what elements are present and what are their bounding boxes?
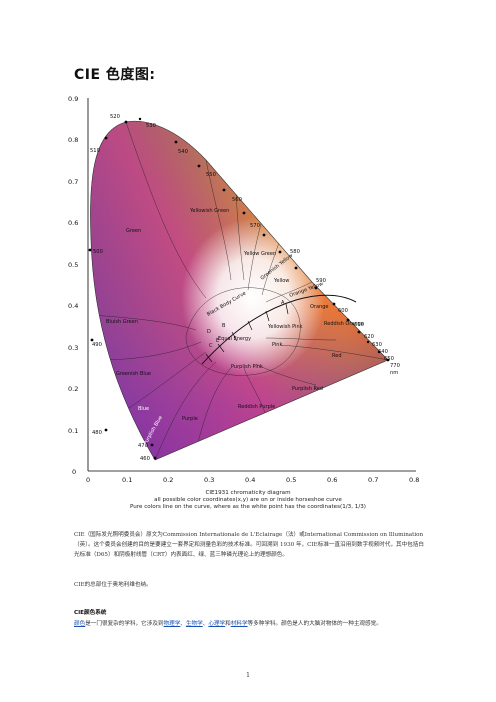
x-tick: 0.7 (368, 476, 378, 484)
paragraph-cie-intro: CIE（国际发光照明委员会）原文为Commission Internationa… (74, 530, 424, 560)
wl-label: 570 (250, 223, 260, 229)
wl-label: 540 (178, 149, 188, 155)
figure-caption-line-3: Pure colors line on the curve, where as … (130, 504, 366, 510)
x-tick: 0.1 (122, 476, 132, 484)
region-label: Purplish Pink (231, 364, 263, 370)
link-psychology[interactable]: 心理学 (208, 621, 226, 627)
region-label: Red (332, 353, 342, 359)
curve-point: A (281, 300, 285, 306)
y-tick: 0.2 (68, 385, 78, 393)
region-label: Yellow (273, 278, 289, 284)
x-tick: 0.2 (163, 476, 173, 484)
y-tick: 0.1 (68, 427, 78, 435)
spectral-locus-fill (90, 121, 388, 461)
y-tick: 0.5 (68, 261, 78, 269)
wl-label: 590 (316, 278, 326, 284)
x-tick: 0.6 (327, 476, 337, 484)
curve-point: E (216, 338, 219, 344)
x-tick: 0.8 (409, 476, 419, 484)
region-label: Purplish Red (292, 386, 323, 392)
y-tick: 0.8 (68, 136, 78, 144)
page-title: CIE 色度图: (74, 67, 156, 83)
region-label: Reddish Orange (324, 321, 364, 327)
wl-label: 560 (232, 197, 242, 203)
wl-label: 650 (384, 356, 394, 362)
wl-label: nm (390, 370, 398, 376)
region-label: Bluish Green (106, 319, 138, 325)
para-text: Commission Internationale de L'Eclairage… (162, 532, 305, 538)
x-tick: 0.4 (245, 476, 255, 484)
wl-label: 460 (140, 456, 150, 462)
y-tick: 0 (72, 468, 76, 476)
figure-caption-line-1: CIE1931 chromaticity diagram (205, 490, 291, 496)
curve-point: B (222, 323, 226, 329)
wavelength-dots (88, 117, 390, 460)
black-body-ticks (205, 303, 289, 363)
curve-point: D (207, 329, 211, 335)
wl-label: 510 (90, 148, 100, 154)
region-label: Yellowish Green (189, 208, 229, 214)
wl-label: 480 (92, 430, 102, 436)
wl-label: 520 (110, 114, 120, 120)
black-body-curve (201, 294, 357, 365)
paragraph-color-system: 颜色是一门很复杂的学科，它涉及到物理学、生物学、心理学和材料学等多种学科。颜色是… (74, 619, 424, 629)
region-label: Purple (182, 416, 198, 422)
region-label: Yellowish Pink (267, 324, 303, 330)
y-tick: 0.9 (68, 95, 78, 103)
curve-point-labels: A B C D E (207, 300, 285, 349)
x-tick: 0 (86, 476, 90, 484)
wavelength-labels: 520 530 510 540 550 560 570 580 590 600 … (90, 114, 400, 462)
wl-label: 630 (372, 342, 382, 348)
link-biology[interactable]: 生物学 (185, 621, 203, 627)
link-materials[interactable]: 材料学 (230, 621, 248, 627)
region-label: Equal Energy (218, 336, 251, 342)
wl-label: 490 (92, 342, 102, 348)
section-title: CIE颜色系统 (74, 610, 107, 616)
x-tick-labels: 0 0.1 0.2 0.3 0.4 0.5 0.6 0.7 0.8 (86, 476, 419, 484)
wl-label: 610 (354, 322, 364, 328)
wl-label: 640 (378, 349, 388, 355)
y-tick-labels: 0.9 0.8 0.7 0.6 0.5 0.4 0.3 0.2 0.1 0 (68, 95, 78, 476)
wl-label: 550 (206, 172, 216, 178)
link-color[interactable]: 颜色 (74, 621, 86, 627)
para-text: 是一门很复杂的学科，它涉及到 (85, 621, 164, 627)
wl-label: 620 (364, 334, 374, 340)
wl-label: 580 (290, 249, 300, 255)
link-physics[interactable]: 物理学 (163, 621, 181, 627)
para-text: CIE（国际发光照明委员会）原文为 (74, 532, 163, 538)
para-text: 等多种学科。颜色是人的大脑对物体的一种主观感觉。 (247, 621, 382, 627)
region-label: Yellow Green (243, 251, 276, 257)
para-text: 和 (225, 621, 231, 627)
spectral-locus-outline (90, 120, 389, 461)
region-label: Pink (272, 342, 282, 348)
wl-label: 500 (93, 249, 103, 255)
para-text: 、 (180, 621, 186, 627)
region-label: Blue (138, 406, 149, 412)
y-tick: 0.6 (68, 219, 78, 227)
page-number: 1 (246, 672, 250, 679)
wl-label: 470 (138, 443, 148, 449)
figure-caption-line-2: all possible color coordinates(x,y) are … (154, 497, 342, 503)
y-tick: 0.4 (68, 302, 78, 310)
y-tick: 0.7 (68, 178, 78, 186)
paragraph-cie-headquarters: CIE的总部位于奥地利维也纳。 (74, 582, 152, 588)
region-label: Orange (310, 304, 328, 310)
x-tick: 0.3 (204, 476, 214, 484)
para-text: 、 (202, 621, 209, 627)
region-label: Greenish Blue (116, 371, 151, 377)
wl-label: 600 (338, 308, 348, 314)
curve-point: C (209, 343, 213, 349)
cie-chromaticity-diagram: 0.9 0.8 0.7 0.6 0.5 0.4 0.3 0.2 0.1 0 0 … (66, 90, 426, 520)
wl-label: 770 (390, 363, 400, 369)
para-text: International Commission on Illumination… (74, 532, 425, 558)
region-label: Green (126, 228, 141, 234)
x-tick: 0.5 (286, 476, 296, 484)
y-tick: 0.3 (68, 344, 78, 352)
region-label: Reddish Purple (238, 404, 275, 410)
wl-label: 530 (146, 123, 156, 129)
